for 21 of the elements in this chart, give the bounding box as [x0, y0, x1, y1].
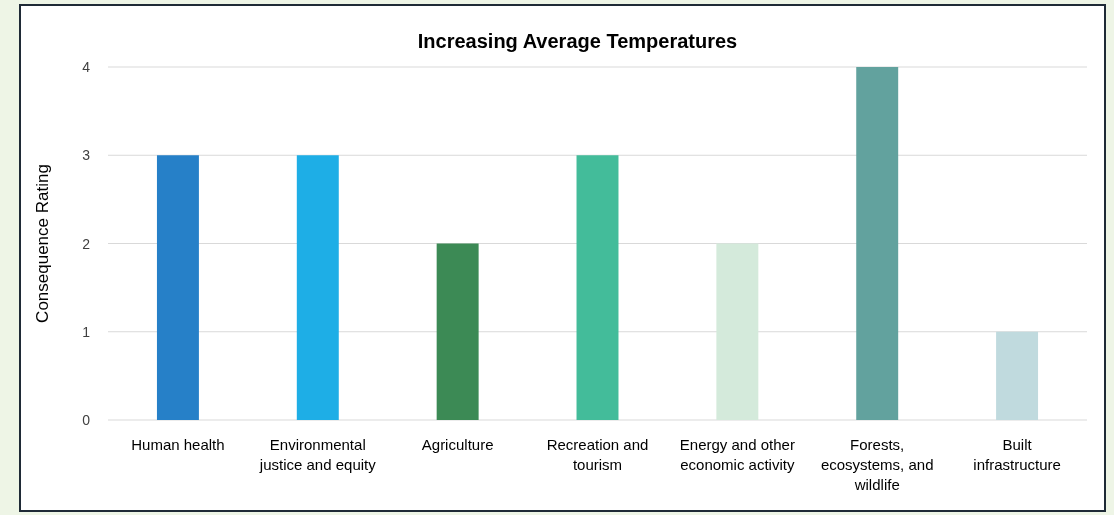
chart-title: Increasing Average Temperatures — [417, 30, 738, 52]
x-tick-label: Energy and other economic activity — [679, 436, 795, 473]
bar — [296, 155, 339, 420]
bar — [996, 331, 1039, 420]
bar — [856, 67, 899, 420]
y-axis-title: Consequence Rating — [33, 164, 52, 323]
y-tick-label: 4 — [82, 59, 91, 75]
bar — [716, 243, 759, 420]
x-tick-label: Environmental justice and equity — [258, 436, 377, 473]
x-tick-label: Human health — [131, 436, 225, 453]
y-tick-label: 1 — [82, 323, 91, 340]
x-tick-label: Forests, ecosystems, and wildlife — [820, 436, 934, 493]
y-tick-label: 3 — [82, 147, 91, 164]
y-tick-label: 2 — [82, 235, 91, 252]
y-tick-label: 0 — [82, 412, 91, 428]
x-tick-label: Built infrastructure — [973, 436, 1061, 473]
x-tick-label: Recreation and tourism — [546, 436, 649, 473]
bar — [156, 155, 199, 420]
x-tick-label: Agriculture — [421, 436, 494, 453]
bar — [576, 155, 619, 420]
bar — [436, 243, 479, 420]
